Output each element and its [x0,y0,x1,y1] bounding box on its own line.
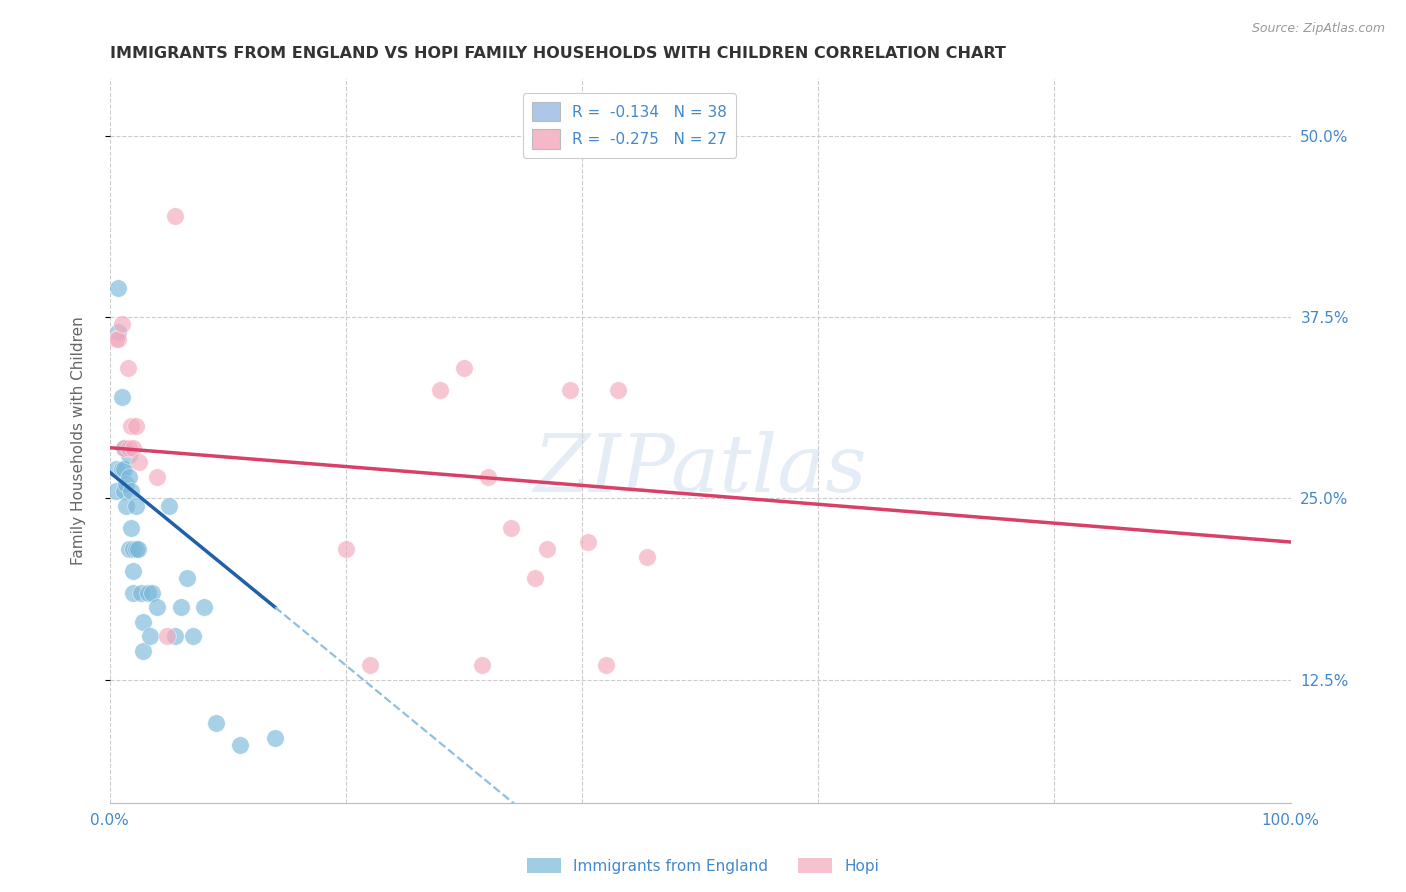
Point [112,441,135,455]
Legend: Immigrants from England, Hopi: Immigrants from England, Hopi [520,852,886,880]
Point [595,658,617,673]
Point [181,629,204,643]
Point [104,332,127,346]
Y-axis label: Family Households with Children: Family Households with Children [72,316,86,565]
Point [107,332,129,346]
Point [560,383,582,397]
Point [120,484,142,499]
Point [176,571,198,585]
Point [111,318,134,332]
Point [132,644,155,658]
Point [146,600,169,615]
Point [536,542,558,557]
Point [264,731,287,745]
Point [501,520,523,534]
Legend: R =  -0.134   N = 38, R =  -0.275   N = 27: R = -0.134 N = 38, R = -0.275 N = 27 [523,93,735,158]
Point [125,499,148,513]
Point [104,462,127,476]
Point [112,441,135,455]
Point [127,542,149,557]
Point [111,390,134,404]
Point [115,477,138,491]
Point [122,564,145,578]
Point [107,281,129,295]
Point [122,441,145,455]
Point [155,629,177,643]
Point [111,462,134,476]
Point [118,469,141,483]
Point [118,542,141,557]
Point [636,549,658,564]
Point [122,586,145,600]
Point [118,441,141,455]
Point [117,360,139,375]
Point [229,738,252,752]
Point [104,484,127,499]
Point [606,383,628,397]
Point [125,419,148,434]
Point [157,499,180,513]
Point [132,615,155,629]
Point [429,383,451,397]
Point [170,600,193,615]
Point [139,629,162,643]
Point [193,600,215,615]
Point [136,586,159,600]
Point [163,209,186,223]
Point [122,542,145,557]
Point [107,325,129,339]
Point [163,629,186,643]
Point [118,448,141,462]
Point [477,469,499,483]
Point [141,586,163,600]
Point [125,542,148,557]
Point [115,499,138,513]
Point [112,462,135,476]
Point [453,360,475,375]
Text: Source: ZipAtlas.com: Source: ZipAtlas.com [1251,22,1385,36]
Point [129,586,152,600]
Text: ZIPatlas: ZIPatlas [533,431,868,508]
Point [335,542,357,557]
Point [112,484,135,499]
Text: IMMIGRANTS FROM ENGLAND VS HOPI FAMILY HOUSEHOLDS WITH CHILDREN CORRELATION CHAR: IMMIGRANTS FROM ENGLAND VS HOPI FAMILY H… [110,46,1005,62]
Point [205,716,228,731]
Point [576,535,599,549]
Point [523,571,546,585]
Point [120,419,142,434]
Point [146,469,169,483]
Point [128,455,150,469]
Point [359,658,381,673]
Point [471,658,494,673]
Point [120,520,142,534]
